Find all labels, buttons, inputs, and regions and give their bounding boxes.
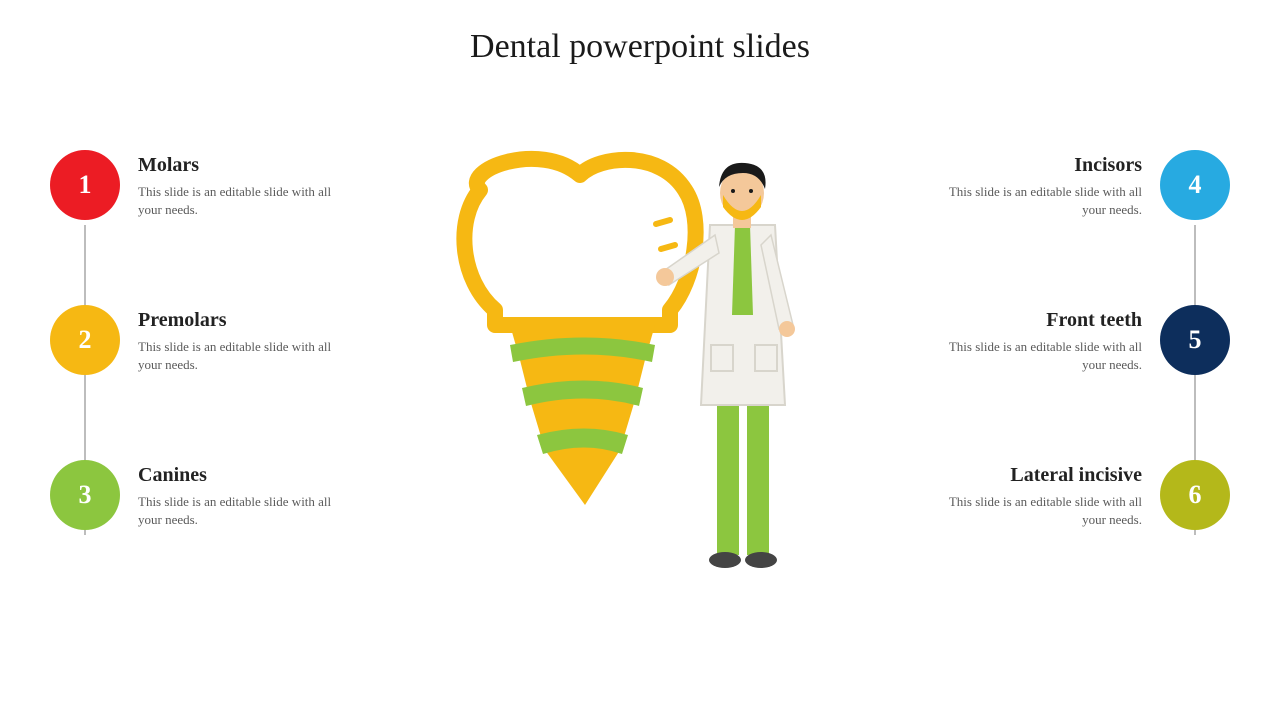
item-premolars: 2 Premolars This slide is an editable sl… <box>50 305 370 395</box>
item-front-teeth: 5 Front teeth This slide is an editable … <box>910 305 1230 395</box>
circle-2: 2 <box>50 305 120 375</box>
right-column: 4 Incisors This slide is an editable sli… <box>910 150 1230 610</box>
circle-3: 3 <box>50 460 120 530</box>
item-lateral-incisive: 6 Lateral incisive This slide is an edit… <box>910 460 1230 550</box>
item-title-1: Molars <box>138 154 352 177</box>
text-block-5: Front teeth This slide is an editable sl… <box>910 305 1160 374</box>
text-block-1: Molars This slide is an editable slide w… <box>120 150 370 219</box>
item-desc-4: This slide is an editable slide with all… <box>928 183 1142 219</box>
item-canines: 3 Canines This slide is an editable slid… <box>50 460 370 550</box>
item-title-4: Incisors <box>928 154 1142 177</box>
item-molars: 1 Molars This slide is an editable slide… <box>50 150 370 240</box>
slide-title: Dental powerpoint slides <box>0 28 1280 66</box>
item-desc-6: This slide is an editable slide with all… <box>928 493 1142 529</box>
text-block-4: Incisors This slide is an editable slide… <box>910 150 1160 219</box>
text-block-6: Lateral incisive This slide is an editab… <box>910 460 1160 529</box>
center-graphic <box>420 150 860 610</box>
item-title-2: Premolars <box>138 309 352 332</box>
circle-1: 1 <box>50 150 120 220</box>
implant-screw-icon <box>510 325 655 505</box>
item-desc-2: This slide is an editable slide with all… <box>138 338 352 374</box>
item-desc-5: This slide is an editable slide with all… <box>928 338 1142 374</box>
item-title-6: Lateral incisive <box>928 464 1142 487</box>
tooth-crown-icon <box>464 159 695 325</box>
item-title-3: Canines <box>138 464 352 487</box>
item-title-5: Front teeth <box>928 309 1142 332</box>
circle-6: 6 <box>1160 460 1230 530</box>
circle-5: 5 <box>1160 305 1230 375</box>
left-column: 1 Molars This slide is an editable slide… <box>50 150 370 610</box>
text-block-3: Canines This slide is an editable slide … <box>120 460 370 529</box>
text-block-2: Premolars This slide is an editable slid… <box>120 305 370 374</box>
dental-implant-icon <box>420 150 860 610</box>
item-desc-1: This slide is an editable slide with all… <box>138 183 352 219</box>
item-incisors: 4 Incisors This slide is an editable sli… <box>910 150 1230 240</box>
item-desc-3: This slide is an editable slide with all… <box>138 493 352 529</box>
circle-4: 4 <box>1160 150 1230 220</box>
